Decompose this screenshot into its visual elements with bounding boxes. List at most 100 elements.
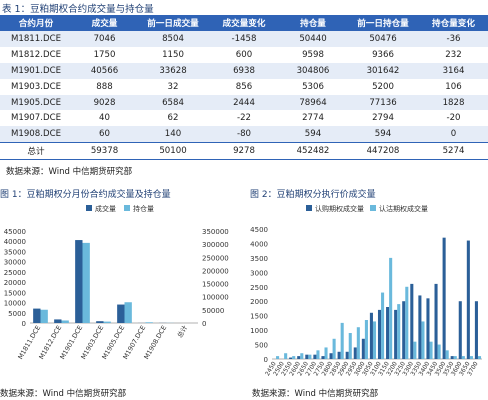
chart-bar [361, 338, 365, 359]
legend-label: 成交量 [95, 204, 116, 213]
y-tick-label: 0 [264, 356, 268, 364]
table-cell: 62 [137, 110, 209, 127]
chart2-svg: 认购期权成交量 认沽期权成交量 0 500 1000 1500 2000 2500 3000 35… [250, 204, 482, 377]
chart-bar [353, 347, 357, 359]
table-cell: 60 [72, 126, 137, 143]
table-cell: 40 [72, 110, 137, 127]
y-tick-label: 3500 [250, 255, 268, 263]
table-row: M1901.DCE 40566 33628 6938 304806 301642 3164 [0, 62, 488, 79]
chart-bar [381, 292, 385, 359]
table-cell: -1458 [209, 31, 279, 47]
table-cell: M1907.DCE [0, 110, 72, 127]
chart-bar [117, 304, 125, 323]
col-header: 持仓量变化 [419, 15, 488, 31]
table-cell: 9278 [209, 142, 279, 161]
table-cell: -80 [209, 126, 279, 143]
table-cell: 50100 [137, 142, 209, 161]
chart-bar [289, 357, 293, 359]
y-tick-label: 0 [22, 320, 26, 328]
table-cell: 7046 [72, 31, 137, 47]
chart-bar [418, 295, 422, 359]
table-total-row: 总计 59378 50100 9278 452482 447208 5274 [0, 142, 488, 161]
figure2-source: 数据来源：Wind 中信期货研究部 [252, 389, 379, 399]
y2-tick-label: 50000 [202, 307, 224, 315]
table-row: M1903.DCE 888 32 856 5306 5200 106 [0, 78, 488, 95]
table-cell: 594 [279, 126, 347, 143]
chart-bar [300, 353, 304, 359]
chart-bar [429, 341, 433, 359]
table-cell: 0 [419, 126, 488, 143]
table-cell: M1908.DCE [0, 126, 72, 143]
legend-swatch [370, 205, 376, 211]
table-cell: -36 [419, 31, 488, 47]
chart-bar [276, 356, 280, 359]
y-tick-label: 2000 [250, 298, 268, 306]
table-cell: 78964 [279, 94, 347, 111]
table-cell: -20 [419, 110, 488, 127]
table-cell: 59378 [72, 142, 137, 161]
chart-bar [305, 354, 309, 359]
chart-bar [426, 298, 430, 359]
chart-bar [434, 283, 438, 359]
table-cell: 1150 [137, 46, 209, 63]
table-row: M1908.DCE 60 140 -80 594 594 0 [0, 126, 488, 143]
chart-bar [33, 308, 41, 323]
chart-bar [389, 257, 393, 359]
table-cell: 106 [419, 78, 488, 95]
chart-bar [324, 347, 328, 359]
table-cell: 232 [419, 46, 488, 63]
y-tick-label: 45000 [4, 228, 26, 236]
chart-bar [421, 321, 425, 359]
chart-bar [477, 356, 482, 359]
chart1-svg: 成交量 持仓量 0 5000 10000 15000 20000 25000 30000 3500… [4, 204, 229, 361]
table-cell: 1750 [72, 46, 137, 63]
table-cell: 2794 [347, 110, 419, 127]
chart-bar [369, 312, 373, 359]
table-cell: 2774 [279, 110, 347, 127]
chart-bar [372, 321, 377, 359]
chart-bar [61, 320, 69, 323]
y-tick-label: 2500 [250, 284, 268, 292]
chart-bar [397, 304, 401, 359]
table-row: M1907.DCE 40 62 -22 2774 2794 -20 [0, 110, 488, 127]
y2-tick-label: 350000 [202, 228, 229, 236]
y-tick-label: 30000 [4, 259, 26, 267]
table-header-row: 合约月份 成交量 前一日成交量 成交量变化 持仓量 前一日持仓量 持仓量变化 [0, 15, 488, 31]
table-cell: M1812.DCE [0, 46, 72, 63]
chart-bar [413, 341, 417, 359]
chart-bar [405, 286, 409, 359]
y2-tick-label: 150000 [202, 281, 229, 289]
table-cell: 9598 [279, 46, 347, 63]
table-row: M1812.DCE 1750 1150 600 9598 9366 232 [0, 46, 488, 63]
table-cell: 304806 [279, 62, 347, 79]
y-tick-label: 5000 [8, 310, 26, 318]
chart-bar [348, 333, 352, 359]
legend-label: 认购期权成交量 [315, 204, 364, 213]
y-tick-label: 15000 [4, 289, 26, 297]
chart-bar [124, 302, 132, 323]
table-row: M1811.DCE 7046 8504 -1458 50440 50476 -36 [0, 31, 488, 47]
chart-bar [54, 319, 62, 323]
col-header: 成交量 [72, 15, 137, 31]
table-cell: 452482 [279, 142, 347, 161]
y-tick-label: 1500 [250, 313, 268, 321]
table-cell: 50476 [347, 31, 419, 47]
y-tick-label: 10000 [4, 300, 26, 308]
table-cell: 77136 [347, 94, 419, 111]
y-tick-label: 40000 [4, 238, 26, 246]
col-header: 合约月份 [0, 15, 72, 31]
chart-bar [442, 237, 446, 359]
table-cell: 2444 [209, 94, 279, 111]
col-header: 前一日成交量 [137, 15, 209, 31]
chart-bar [308, 354, 312, 359]
chart-bar [40, 309, 48, 323]
table-cell: 40566 [72, 62, 137, 79]
chart-bar [466, 240, 470, 359]
y2-tick-label: 200000 [202, 267, 229, 275]
y2-tick-label: 100000 [202, 294, 229, 302]
chart-bar [292, 356, 296, 359]
y-tick-label: 500 [255, 342, 268, 350]
chart-bar [329, 353, 333, 359]
chart-bar [458, 301, 462, 359]
chart-bar [450, 356, 454, 359]
